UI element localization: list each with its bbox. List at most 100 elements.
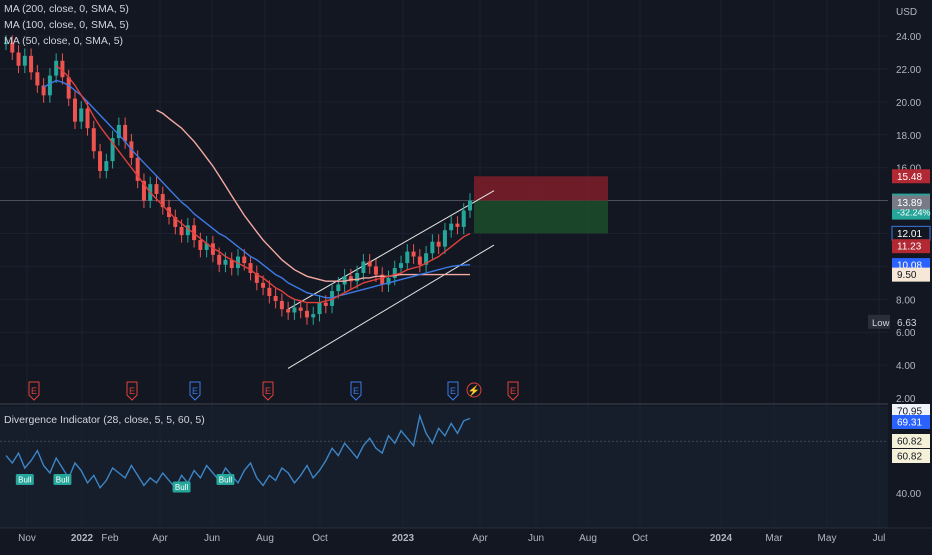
time-tick-15: Jul — [873, 533, 886, 544]
candle-body-2 — [16, 52, 21, 66]
bull-label-text-1: Bull — [56, 476, 70, 485]
price-tick-10: 4.00 — [896, 361, 916, 372]
candle-body-46 — [292, 307, 297, 313]
candle-body-35 — [223, 259, 228, 265]
candle-body-29 — [185, 225, 190, 236]
time-tick-1: 2022 — [71, 533, 94, 544]
price-label-6: 9.50 — [892, 267, 930, 282]
candle-body-27 — [173, 217, 178, 227]
price-label-text-3: 12.01 — [897, 229, 922, 240]
indicator-label-0: 70.95 — [892, 404, 930, 418]
lightning-circle — [466, 382, 482, 398]
candle-body-3 — [22, 55, 27, 66]
candle-body-9 — [60, 60, 65, 78]
candle-body-31 — [198, 240, 203, 250]
time-tick-4: Jun — [204, 533, 220, 544]
bull-label-bg-1 — [53, 474, 72, 485]
bull-label-0: Bull — [15, 474, 34, 485]
candle-body-48 — [304, 310, 309, 318]
candle-body-39 — [248, 263, 253, 273]
price-label-2: 13.89 — [892, 195, 930, 210]
legend-ma100[interactable]: MA (100, close, 0, SMA, 5) — [4, 19, 129, 31]
bull-label-bg-2 — [172, 481, 191, 493]
candle-body-8 — [54, 60, 59, 76]
candle-body-14 — [91, 128, 96, 152]
candle-body-16 — [104, 161, 109, 171]
time-tick-2: Feb — [101, 533, 119, 544]
price-tick-9: 6.00 — [896, 328, 916, 339]
price-tick-2: 20.00 — [896, 98, 921, 109]
candle-body-42 — [267, 287, 272, 297]
candle-body-49 — [311, 314, 316, 318]
price-tick-4: 16.00 — [896, 164, 921, 175]
candle-body-12 — [79, 108, 84, 122]
candle-body-7 — [47, 75, 52, 96]
legend-ma200[interactable]: MA (200, close, 0, SMA, 5) — [4, 3, 129, 15]
candle-body-67 — [424, 253, 429, 265]
candle-body-34 — [217, 254, 222, 265]
time-tick-5: Aug — [256, 533, 274, 544]
price-label-0: 15.48 — [892, 169, 930, 184]
candle-body-44 — [279, 300, 284, 310]
take-profit-zone — [474, 200, 608, 234]
indicator-label-text-2: 60.82 — [897, 437, 922, 448]
price-tick-1: 22.00 — [896, 65, 921, 76]
time-tick-8: Apr — [472, 533, 488, 544]
price-tick-3: 18.00 — [896, 131, 921, 142]
candle-body-55 — [348, 276, 353, 282]
price-tick-8: 8.00 — [896, 295, 916, 306]
earnings-marker-1: E — [126, 381, 138, 401]
indicator-line — [5, 413, 471, 490]
price-label-text-0: 15.48 — [897, 172, 922, 183]
earnings-marker-label-2: E — [192, 386, 198, 396]
candle-body-68 — [430, 241, 435, 254]
legend-ma50[interactable]: MA (50, close, 0, SMA, 5) — [4, 35, 123, 47]
candle-body-53 — [336, 284, 341, 292]
earnings-marker-label-3: E — [265, 386, 271, 396]
indicator-pane-bg — [0, 406, 888, 530]
candle-body-43 — [273, 296, 278, 301]
candle-body-47 — [298, 307, 303, 311]
time-tick-11: Oct — [632, 533, 648, 544]
indicator-label-bg-0 — [892, 404, 930, 418]
ma100-line — [43, 79, 471, 299]
low-label: Low 6.63 — [868, 314, 930, 329]
price-label-bg-2 — [892, 195, 930, 210]
price-label-text-6: 9.50 — [897, 270, 917, 281]
bull-label-2: Bull — [172, 481, 191, 493]
bull-label-1: Bull — [53, 474, 72, 485]
candle-body-73 — [461, 210, 466, 227]
legend-ma200-text: MA (200, close, 0, SMA, 5) — [4, 3, 129, 15]
candle-body-32 — [204, 243, 209, 250]
low-tag-bg — [868, 314, 890, 329]
earnings-marker-4: E — [350, 381, 362, 401]
bull-label-text-2: Bull — [175, 483, 189, 492]
low-tag-text: Low — [872, 318, 890, 329]
price-label-bg-4 — [892, 239, 930, 254]
candle-body-52 — [330, 291, 335, 306]
earnings-marker-label-0: E — [31, 386, 37, 396]
candle-body-37 — [236, 256, 240, 269]
candle-body-10 — [66, 77, 71, 99]
indicator-label-text-0: 70.95 — [897, 407, 922, 418]
price-label-sub-1: -32.24% — [897, 208, 931, 218]
indicator-tick-0: 40.00 — [896, 489, 921, 500]
indicator-label-2: 60.82 — [892, 434, 930, 448]
bull-label-bg-3 — [216, 474, 235, 485]
candle-body-17 — [110, 138, 115, 162]
candle-body-41 — [261, 282, 266, 288]
candle-body-64 — [405, 251, 410, 264]
candle-body-4 — [29, 55, 34, 73]
legend-indicator[interactable]: Divergence Indicator (28, close, 5, 5, 6… — [4, 414, 205, 426]
time-tick-7: 2023 — [392, 533, 415, 544]
time-tick-13: Mar — [765, 533, 783, 544]
indicator-label-3: 60.82 — [892, 449, 930, 463]
earnings-marker-shape-2 — [189, 381, 201, 401]
candle-body-1 — [10, 42, 15, 53]
earnings-marker-label-4: E — [353, 386, 359, 396]
candle-body-62 — [392, 268, 397, 278]
price-axis-currency: USD — [896, 7, 917, 18]
channel-upper-line — [287, 190, 495, 310]
